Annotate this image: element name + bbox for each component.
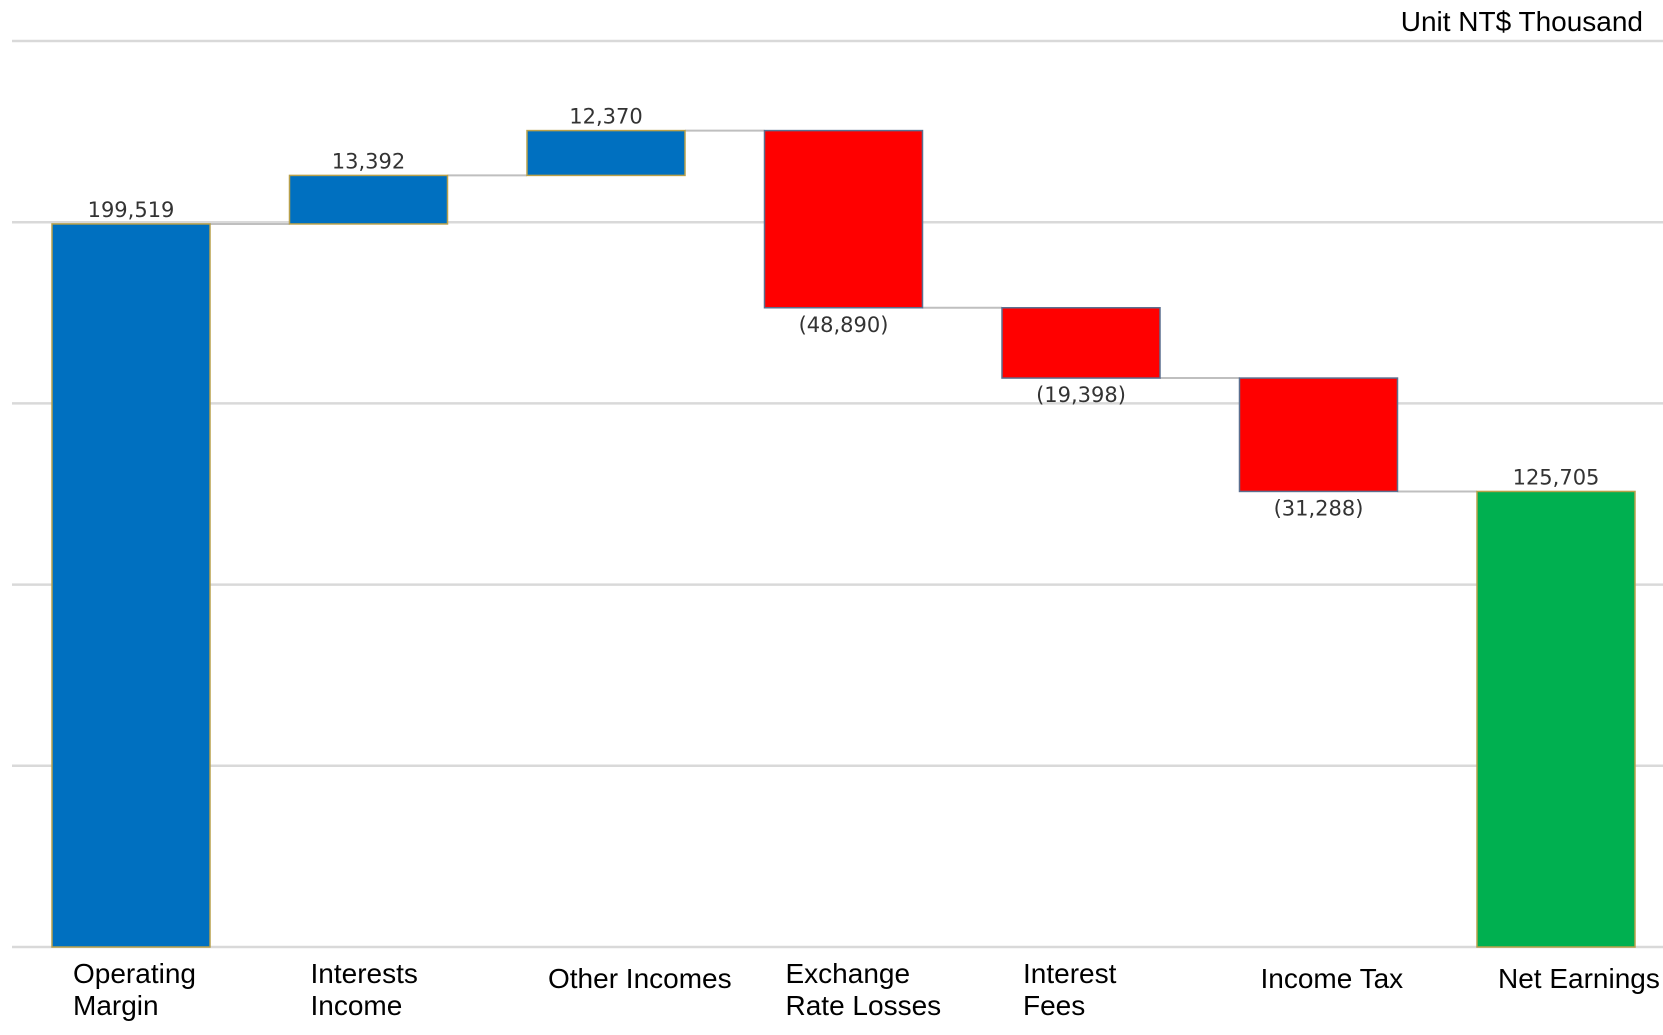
value-label-1: 13,392: [332, 149, 405, 173]
category-label-4: Interest Fees: [1023, 958, 1117, 1021]
unit-label: Unit NT$ Thousand: [1400, 6, 1643, 37]
category-label-line: Other Incomes: [548, 963, 732, 994]
category-labels: Operating Margin Interests Income Other Inco…: [73, 958, 1660, 1021]
bar-5: [1238, 377, 1399, 493]
bar-1: [288, 174, 449, 225]
value-label-6: 125,705: [1513, 465, 1600, 489]
category-label-line: Fees: [1023, 990, 1085, 1021]
value-label-0: 199,519: [88, 198, 175, 222]
value-labels: 199,519 13,392 12,370 (48,890) (19,398) (31,2…: [88, 105, 1600, 521]
connector-lines: [210, 129, 1477, 493]
bar-3: [763, 129, 924, 309]
value-label-5: (31,288): [1274, 496, 1364, 520]
value-label-3: (48,890): [799, 313, 889, 337]
bar-4: [1001, 307, 1161, 379]
gridlines: [12, 39, 1663, 949]
category-label-3: Exchange Rate Losses: [786, 958, 942, 1021]
category-label-2: Other Incomes: [548, 963, 732, 994]
category-label-6: Net Earnings: [1498, 963, 1660, 994]
category-label-5: Income Tax: [1261, 963, 1404, 994]
category-label-line: Exchange: [786, 958, 911, 989]
category-label-line: Margin: [73, 990, 159, 1021]
bar-2: [526, 129, 686, 177]
category-label-1: Interests Income: [311, 958, 418, 1021]
value-label-4: (19,398): [1036, 383, 1126, 407]
category-label-0: Operating Margin: [73, 958, 196, 1021]
value-label-2: 12,370: [569, 105, 642, 129]
category-label-line: Operating: [73, 958, 196, 989]
category-label-line: Income: [311, 990, 403, 1021]
category-label-line: Interest: [1023, 958, 1117, 989]
category-label-line: Interests: [311, 958, 418, 989]
bar-6: [1476, 490, 1636, 948]
category-label-line: Net Earnings: [1498, 963, 1660, 994]
category-label-line: Income Tax: [1261, 963, 1404, 994]
bars: [51, 129, 1636, 948]
category-label-line: Rate Losses: [786, 990, 942, 1021]
bar-0: [51, 223, 211, 948]
